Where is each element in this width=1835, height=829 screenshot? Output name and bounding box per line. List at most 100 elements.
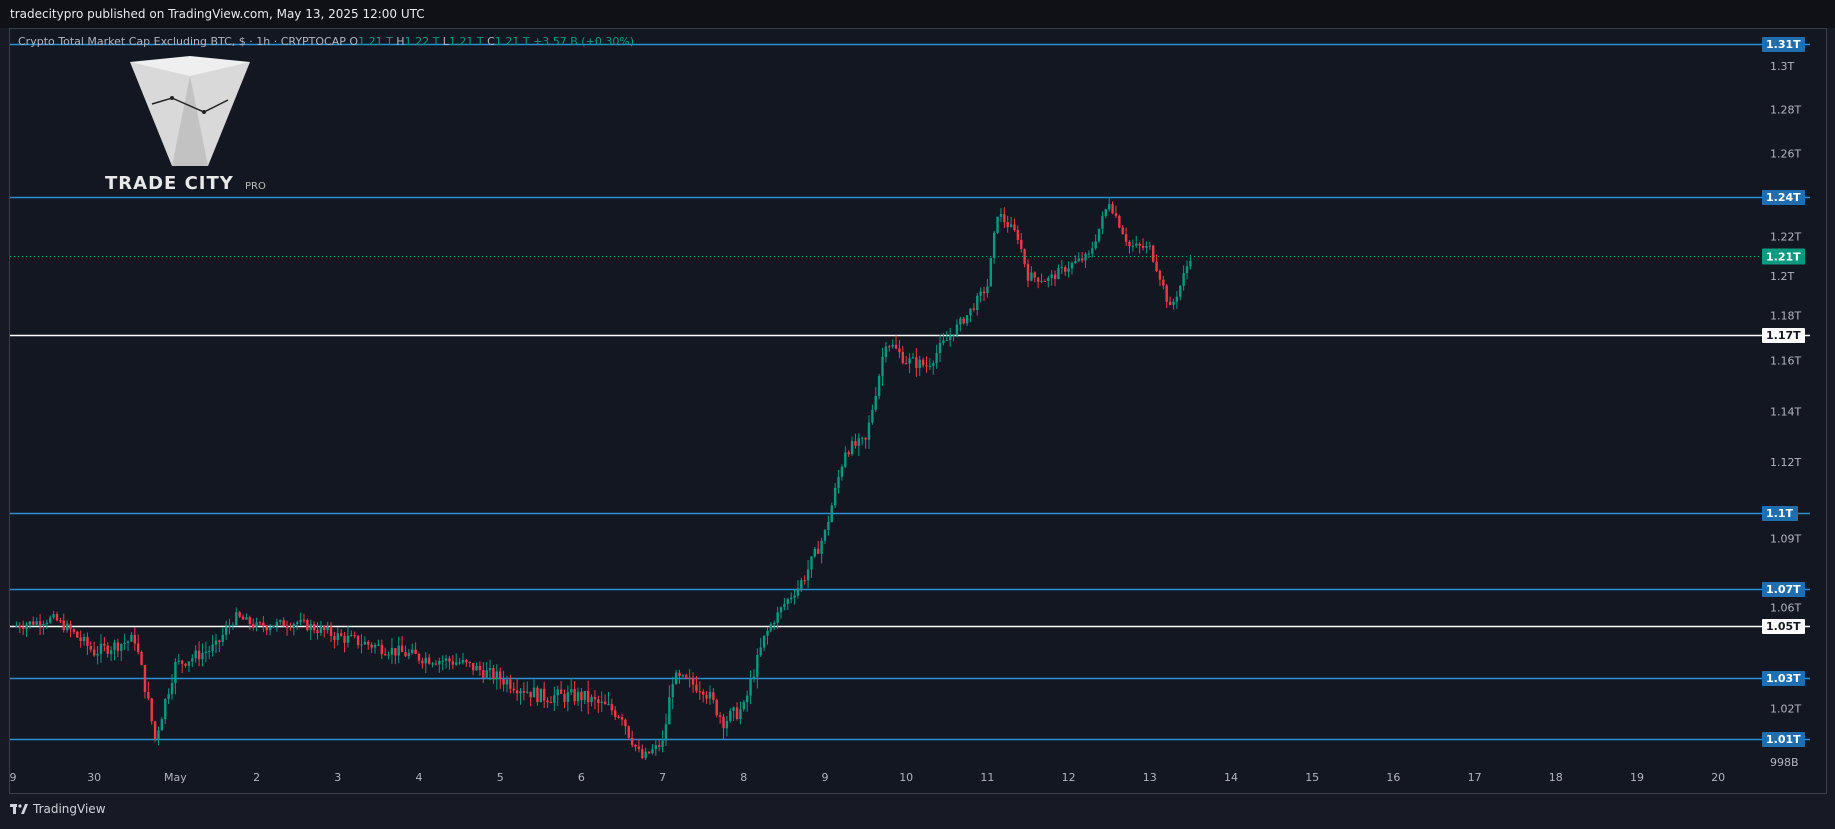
candle-body-124 xyxy=(434,663,438,665)
candle-body-219 xyxy=(756,655,759,677)
candle-body-223 xyxy=(769,624,773,631)
last-price-tag-label: 1.21T xyxy=(1766,251,1801,264)
candle-body-201 xyxy=(695,684,698,692)
candle-body-70 xyxy=(252,623,255,628)
candle-body-94 xyxy=(333,635,336,640)
candle-body-234 xyxy=(806,569,810,581)
candle-body-151 xyxy=(526,691,529,693)
x-tick-3: 2 xyxy=(253,771,260,784)
candle-body-20 xyxy=(82,636,86,642)
candle-body-334 xyxy=(1145,245,1148,248)
candle-body-4 xyxy=(28,621,32,625)
candle-body-73 xyxy=(262,622,265,627)
x-tick-18: 17 xyxy=(1468,771,1482,784)
candle-body-185 xyxy=(641,749,644,759)
candle-body-189 xyxy=(654,745,658,750)
candle-body-206 xyxy=(712,692,715,700)
candle-body-122 xyxy=(427,657,431,664)
candle-body-226 xyxy=(779,607,783,613)
candle-body-320 xyxy=(1097,228,1101,242)
candle-body-7 xyxy=(38,621,42,626)
candle-body-289 xyxy=(992,232,996,258)
candle-body-22 xyxy=(89,645,93,650)
candle-body-95 xyxy=(336,633,339,640)
candle-body-111 xyxy=(390,648,394,655)
candle-body-153 xyxy=(532,687,536,698)
candles xyxy=(15,197,1192,761)
candle-body-295 xyxy=(1013,224,1016,231)
candle-body-170 xyxy=(590,696,593,703)
x-tick-15: 14 xyxy=(1224,771,1238,784)
candle-body-68 xyxy=(245,617,248,620)
x-tick-5: 4 xyxy=(416,771,423,784)
candle-body-181 xyxy=(627,726,630,738)
candle-body-154 xyxy=(536,687,539,703)
candle-body-291 xyxy=(999,214,1003,217)
candle-body-51 xyxy=(187,661,191,666)
candle-body-132 xyxy=(461,660,465,663)
chart-legend: Crypto Total Market Cap Excluding BTC, $… xyxy=(18,35,634,48)
candle-body-128 xyxy=(448,658,451,662)
candle-body-345 xyxy=(1182,273,1185,286)
candle-body-121 xyxy=(424,657,427,664)
candle-body-21 xyxy=(86,636,89,646)
candle-body-336 xyxy=(1151,245,1155,262)
candle-body-165 xyxy=(573,689,576,702)
candle-body-277 xyxy=(952,335,955,337)
candle-body-347 xyxy=(1189,260,1192,267)
candle-body-109 xyxy=(383,654,387,656)
candle-body-262 xyxy=(901,352,905,364)
candle-body-183 xyxy=(634,744,637,747)
candle-body-118 xyxy=(414,649,417,654)
y-tick-1: 1.28T xyxy=(1770,104,1801,117)
candle-body-207 xyxy=(715,699,718,716)
candle-body-208 xyxy=(718,715,722,717)
candle-body-166 xyxy=(576,691,580,702)
candle-body-275 xyxy=(945,339,948,341)
candle-body-134 xyxy=(468,662,471,664)
candle-body-74 xyxy=(265,626,268,631)
candle-body-316 xyxy=(1084,253,1087,261)
candle-body-92 xyxy=(326,626,329,631)
candle-body-138 xyxy=(482,670,485,678)
candle-body-236 xyxy=(813,548,817,557)
legend-low-value: 1.21 T xyxy=(448,35,484,48)
level-tag-label-5: 1.05T xyxy=(1766,620,1801,633)
candle-body-341 xyxy=(1168,301,1172,306)
candle-body-19 xyxy=(79,637,82,642)
x-tick-13: 12 xyxy=(1062,771,1076,784)
candle-body-256 xyxy=(881,356,884,376)
candle-body-333 xyxy=(1141,245,1145,248)
candle-body-18 xyxy=(76,631,79,638)
candle-body-232 xyxy=(800,580,803,589)
candle-body-290 xyxy=(996,216,999,233)
x-tick-20: 19 xyxy=(1630,771,1644,784)
candle-body-59 xyxy=(214,640,218,645)
candle-body-169 xyxy=(586,690,590,703)
candle-body-309 xyxy=(1060,267,1064,269)
candle-body-284 xyxy=(976,295,979,310)
candle-body-254 xyxy=(874,396,877,410)
candle-body-2 xyxy=(21,627,25,629)
candle-body-210 xyxy=(725,720,729,729)
candle-body-179 xyxy=(620,717,624,720)
candle-body-71 xyxy=(255,622,258,628)
candle-body-312 xyxy=(1070,263,1074,269)
candle-body-159 xyxy=(553,695,556,703)
tradingview-brand[interactable]: TradingView xyxy=(10,802,106,816)
candle-body-307 xyxy=(1053,274,1057,280)
candle-body-221 xyxy=(762,635,766,648)
candle-body-212 xyxy=(732,707,735,711)
candle-body-329 xyxy=(1128,241,1131,247)
candle-body-203 xyxy=(702,691,705,695)
candle-body-123 xyxy=(431,663,434,665)
candle-body-346 xyxy=(1185,266,1189,274)
candle-body-119 xyxy=(417,653,421,661)
legend-close-label: C xyxy=(487,35,495,48)
candle-body-75 xyxy=(268,627,272,631)
candle-body-14 xyxy=(62,620,65,631)
price-axis: 1.3T1.28T1.26T1.24T1.22T1.2T1.18T1.16T1.… xyxy=(1770,60,1801,769)
candle-body-215 xyxy=(742,702,745,710)
candle-body-271 xyxy=(932,363,935,366)
